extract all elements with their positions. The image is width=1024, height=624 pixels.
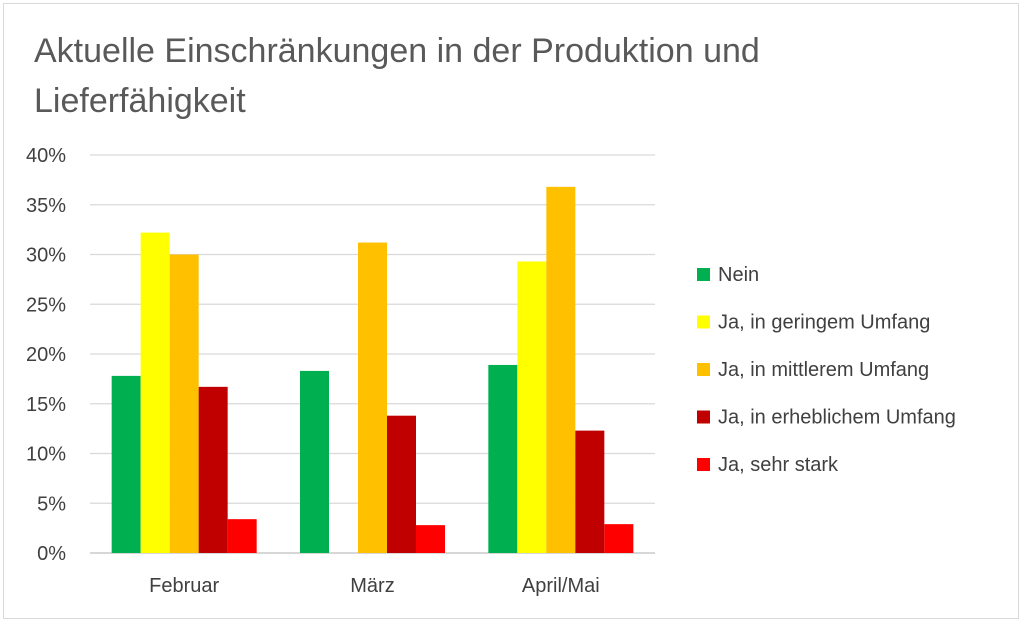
bar: [517, 261, 547, 553]
bar: [488, 364, 518, 553]
legend-swatch: [697, 315, 710, 329]
y-tick-label: 40%: [26, 145, 66, 167]
chart-title: Aktuelle Einschränkungen in der Produkti…: [34, 32, 760, 120]
legend-swatch: [697, 268, 710, 281]
legend-label: Ja, sehr stark: [718, 454, 839, 476]
bar: [198, 386, 228, 553]
x-axis: Februar März April/Mai: [149, 575, 600, 597]
bar: [604, 524, 634, 553]
x-tick-label: April/Mai: [522, 575, 600, 597]
bar: [358, 242, 387, 553]
legend-label: Ja, in mittlerem Umfang: [718, 359, 929, 381]
bar: [300, 370, 329, 553]
y-tick-label: 15%: [26, 394, 66, 416]
y-tick-label: 30%: [26, 245, 66, 267]
legend: Nein Ja, in geringem Umfang Ja, in mittler…: [697, 264, 956, 476]
bar: [387, 415, 416, 553]
bar: [227, 519, 257, 553]
y-tick-label: 25%: [26, 294, 66, 316]
legend-swatch: [697, 458, 710, 471]
legend-label: Nein: [718, 264, 759, 286]
legend-label: Ja, in erheblichem Umfang: [718, 407, 956, 429]
y-tick-label: 35%: [26, 195, 66, 217]
legend-label: Ja, in geringem Umfang: [718, 312, 930, 334]
bars: [111, 186, 634, 554]
y-axis-ticks: 0% 5% 10% 15% 20% 25% 30% 35% 40%: [26, 145, 66, 565]
y-tick-label: 0%: [37, 543, 66, 565]
bar: [169, 254, 199, 553]
legend-swatch: [697, 363, 710, 376]
x-tick-label: Februar: [149, 575, 219, 597]
bar: [546, 186, 576, 553]
y-tick-label: 20%: [26, 344, 66, 366]
bar: [575, 430, 605, 553]
bar: [111, 375, 141, 553]
y-tick-label: 5%: [37, 493, 66, 515]
x-tick-label: März: [350, 575, 394, 597]
bar: [416, 525, 445, 553]
legend-swatch: [697, 410, 710, 424]
bar: [140, 232, 170, 554]
y-tick-label: 10%: [26, 444, 66, 466]
